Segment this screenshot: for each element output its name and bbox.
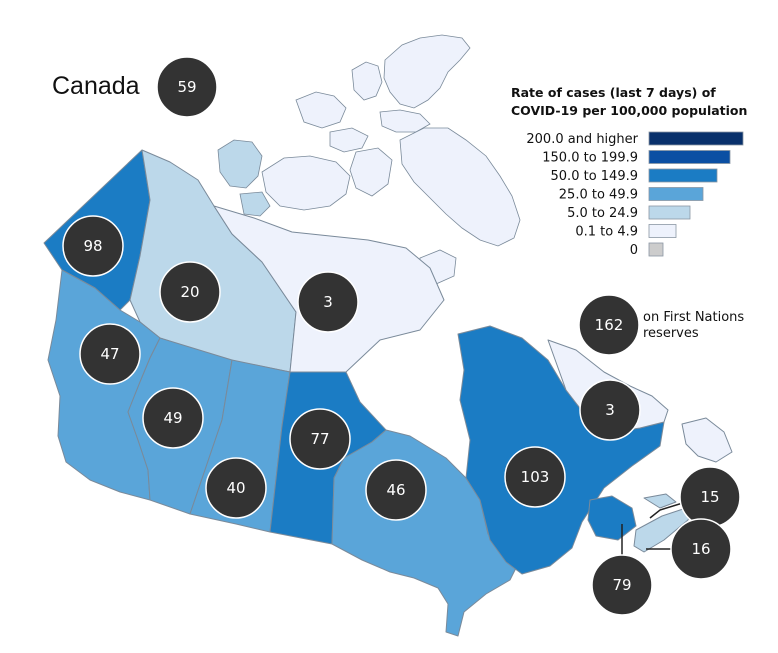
- legend-label: 0: [630, 243, 638, 258]
- arctic-islands: [217, 34, 521, 285]
- cornwallis-islands[interactable]: [329, 127, 369, 153]
- legend: Rate of cases (last 7 days) of COVID-19 …: [511, 85, 747, 258]
- badge-value-new-brunswick: 79: [612, 576, 631, 594]
- region-badges: 98 20 3 47 49 40 77 46 103 3 15 16 79: [62, 215, 741, 616]
- devon-island[interactable]: [379, 109, 431, 133]
- badge-circle-newfoundland-and-labrador: [579, 379, 641, 441]
- badge-value-yukon: 98: [83, 237, 102, 255]
- region-nova-scotia[interactable]: [633, 499, 697, 553]
- badge-circle-northwest-territories: [159, 261, 221, 323]
- legend-label: 0.1 to 4.9: [575, 225, 638, 240]
- badge-circle-new-brunswick: [591, 554, 653, 616]
- legend-label: 150.0 to 199.9: [542, 151, 638, 166]
- badge-value-saskatchewan: 40: [226, 479, 245, 497]
- badge-value-northwest-territories: 20: [180, 283, 199, 301]
- badge-circle-nunavut: [297, 271, 359, 333]
- badge-prince-edward-island: 15: [679, 466, 741, 528]
- victoria-island[interactable]: [261, 155, 351, 211]
- legend-items: 200.0 and higher 150.0 to 199.9 50.0 to 14…: [526, 131, 744, 258]
- legend-swatch: [648, 187, 704, 201]
- badge-circle-british-columbia: [79, 323, 141, 385]
- badge-value-ontario: 46: [386, 481, 405, 499]
- badge-value-nova-scotia: 16: [691, 540, 710, 558]
- national-rate-circle: [156, 56, 218, 118]
- legend-title-line1: Rate of cases (last 7 days) of: [511, 85, 716, 100]
- badge-value-quebec: 103: [521, 468, 550, 486]
- national-rate-badge: 59: [156, 56, 218, 118]
- legend-label: 50.0 to 149.9: [551, 169, 638, 184]
- badge-nunavut: 3: [297, 271, 359, 333]
- legend-label: 200.0 and higher: [526, 132, 638, 147]
- leader-line-pei: [649, 501, 687, 519]
- badge-circle-ontario: [365, 459, 427, 521]
- badge-circle-saskatchewan: [205, 457, 267, 519]
- badge-yukon: 98: [62, 215, 124, 277]
- badge-value-newfoundland-and-labrador: 3: [605, 401, 615, 419]
- badge-quebec: 103: [504, 446, 566, 508]
- legend-label: 5.0 to 24.9: [567, 206, 638, 221]
- badge-value-nunavut: 3: [323, 293, 333, 311]
- first-nations-rate: 162: [595, 316, 624, 334]
- region-newfoundland-island[interactable]: [681, 417, 733, 463]
- first-nations-label-line2: reserves: [643, 326, 699, 341]
- badge-new-brunswick: 79: [591, 554, 653, 616]
- badge-value-prince-edward-island: 15: [700, 488, 719, 506]
- victoria-island-west[interactable]: [239, 191, 271, 217]
- queen-elizabeth-islands[interactable]: [295, 91, 347, 129]
- legend-swatch: [648, 205, 691, 220]
- badge-newfoundland-and-labrador: 3: [579, 379, 641, 441]
- badge-nova-scotia: 16: [670, 518, 732, 580]
- badge-manitoba: 77: [289, 408, 351, 470]
- badge-circle-manitoba: [289, 408, 351, 470]
- badge-northwest-territories: 20: [159, 261, 221, 323]
- badge-saskatchewan: 40: [205, 457, 267, 519]
- first-nations-label-line1: on First Nations: [643, 310, 744, 325]
- legend-swatch: [648, 242, 664, 257]
- ellesmere-island[interactable]: [383, 34, 471, 109]
- region-prince-edward-island[interactable]: [643, 493, 677, 509]
- badge-circle-alberta: [142, 387, 204, 449]
- legend-swatch: [648, 168, 718, 183]
- badge-circle-nova-scotia: [670, 518, 732, 580]
- legend-title-line2: COVID-19 per 100,000 population: [511, 103, 747, 118]
- first-nations-circle: [578, 294, 640, 356]
- badge-value-british-columbia: 47: [100, 345, 119, 363]
- region-new-brunswick[interactable]: [587, 495, 637, 541]
- somerset-prince-of-wales[interactable]: [349, 147, 393, 197]
- badge-ontario: 46: [365, 459, 427, 521]
- badge-value-manitoba: 77: [310, 430, 329, 448]
- legend-label: 25.0 to 49.9: [559, 188, 638, 203]
- badge-british-columbia: 47: [79, 323, 141, 385]
- banks-island[interactable]: [217, 139, 263, 189]
- axel-heiberg-island[interactable]: [351, 61, 383, 101]
- badge-circle-quebec: [504, 446, 566, 508]
- badge-value-alberta: 49: [163, 409, 182, 427]
- badge-alberta: 49: [142, 387, 204, 449]
- legend-swatch: [648, 224, 677, 238]
- first-nations-badge: 162 on First Nations reserves: [578, 294, 744, 356]
- regions: [43, 149, 733, 637]
- map-title: Canada: [52, 72, 140, 100]
- badge-circle-yukon: [62, 215, 124, 277]
- legend-swatch: [648, 131, 744, 146]
- national-rate-value: 59: [177, 78, 196, 96]
- baffin-island[interactable]: [399, 127, 521, 247]
- legend-swatch: [648, 150, 731, 164]
